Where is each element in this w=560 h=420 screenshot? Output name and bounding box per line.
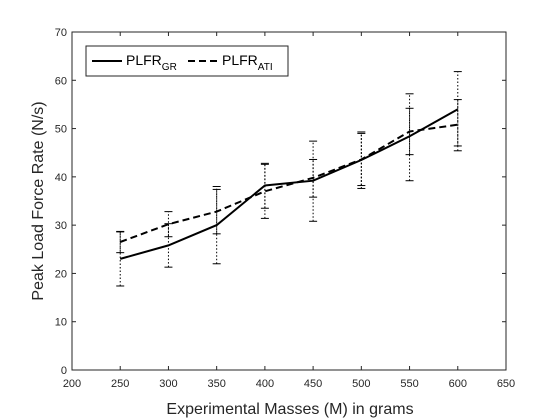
series-layer: [116, 71, 462, 287]
legend-label-subscript: GR: [162, 62, 177, 73]
x-tick-label: 250: [111, 378, 129, 390]
x-tick-label: 300: [159, 378, 177, 390]
plot-area-frame: [71, 31, 507, 371]
axes: 200 250 300 350 400 450 500 550 600 650 0 10 20 30 40 5…: [55, 27, 515, 390]
x-tick-label: 500: [352, 378, 370, 390]
legend-label-main: PLFR: [222, 52, 258, 68]
y-tick-label: 50: [55, 124, 67, 136]
x-tick-label: 200: [63, 378, 81, 390]
y-tick-label: 60: [55, 75, 67, 87]
legend: PLFRGR PLFRATI: [85, 45, 289, 77]
legend-label-ati: PLFRATI: [222, 52, 273, 73]
x-tick-label: 450: [304, 378, 322, 390]
x-tick-label: 400: [256, 378, 274, 390]
x-tick-label: 600: [449, 378, 467, 390]
y-axis-label: Peak Load Force Rate (N/s): [30, 101, 47, 300]
x-axis-label: Experimental Masses (M) in grams: [166, 401, 413, 418]
y-tick-label: 20: [55, 268, 67, 280]
series-line-gr: [119, 108, 459, 260]
x-tick-label: 650: [497, 378, 515, 390]
x-tick-label: 550: [400, 378, 418, 390]
y-tick-label: 10: [55, 317, 67, 329]
series-gr: [116, 71, 462, 287]
series-ati: [116, 93, 462, 254]
legend-label-main: PLFR: [126, 52, 162, 68]
x-tick-label: 350: [207, 378, 225, 390]
legend-label-subscript: ATI: [258, 62, 273, 73]
y-tick-label: 40: [55, 172, 67, 184]
y-tick-label: 70: [55, 27, 67, 39]
series-line-ati: [119, 123, 458, 243]
y-tick-label: 0: [61, 365, 67, 377]
y-tick-label: 30: [55, 220, 67, 232]
legend-label-gr: PLFRGR: [126, 52, 177, 73]
